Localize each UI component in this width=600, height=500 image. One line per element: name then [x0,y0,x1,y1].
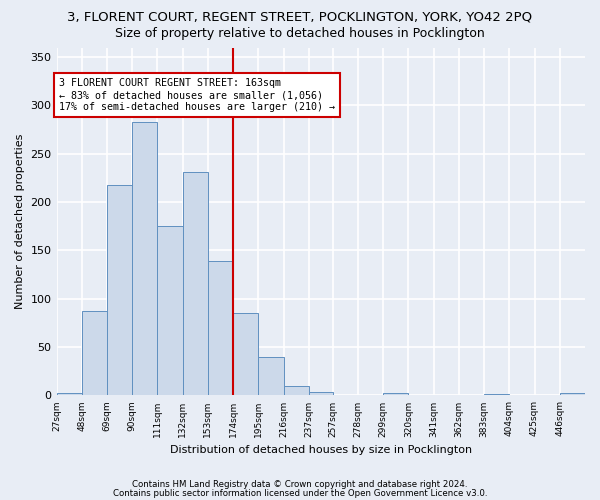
Bar [284,386,309,396]
Bar [132,122,157,396]
Bar [107,184,132,396]
Text: 3, FLORENT COURT, REGENT STREET, POCKLINGTON, YORK, YO42 2PQ: 3, FLORENT COURT, REGENT STREET, POCKLIN… [67,11,533,24]
Bar [484,394,509,396]
Text: 3 FLORENT COURT REGENT STREET: 163sqm
← 83% of detached houses are smaller (1,05: 3 FLORENT COURT REGENT STREET: 163sqm ← … [59,78,335,112]
Bar [383,392,409,396]
Bar [182,172,208,396]
Bar [56,392,82,396]
Bar [560,394,585,396]
Text: Contains public sector information licensed under the Open Government Licence v3: Contains public sector information licen… [113,489,487,498]
Bar [157,226,182,396]
Bar [82,312,107,396]
Y-axis label: Number of detached properties: Number of detached properties [15,134,25,309]
Bar [309,392,333,396]
X-axis label: Distribution of detached houses by size in Pocklington: Distribution of detached houses by size … [170,445,472,455]
Bar [208,261,233,396]
Text: Contains HM Land Registry data © Crown copyright and database right 2024.: Contains HM Land Registry data © Crown c… [132,480,468,489]
Text: Size of property relative to detached houses in Pocklington: Size of property relative to detached ho… [115,28,485,40]
Bar [259,357,284,396]
Bar [233,314,259,396]
